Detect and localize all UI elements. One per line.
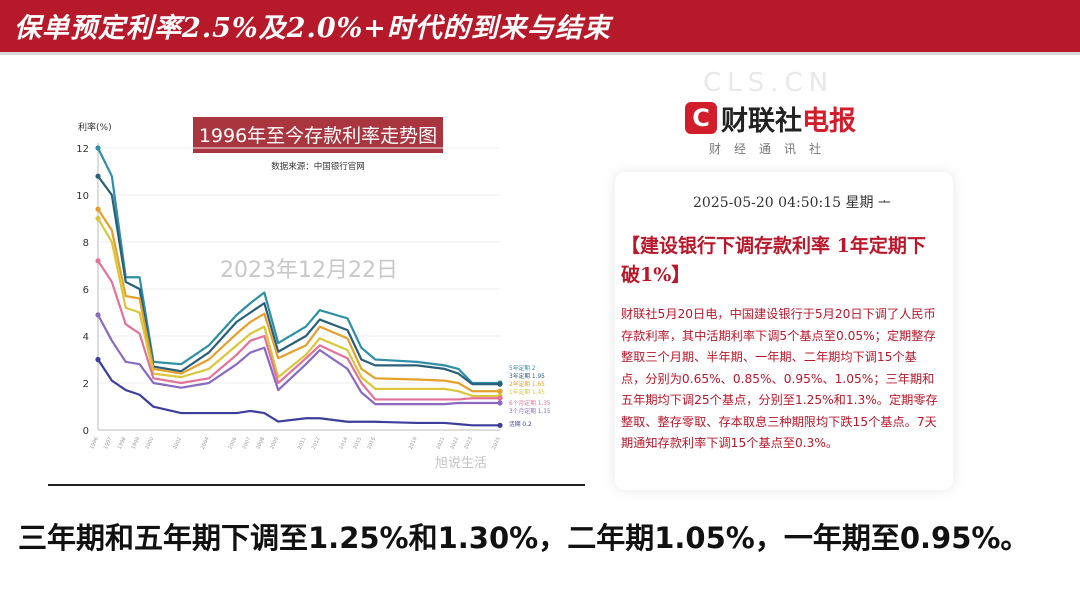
x-tick-label: 2002 [172, 436, 183, 450]
x-tick-label: 2009 [269, 436, 280, 450]
x-tick-label: 2006 [228, 436, 239, 450]
brand-mark-icon: C [685, 102, 717, 134]
series-end-label: 5年定期 2 [509, 364, 536, 372]
brand-logo: C 财联社电报 [685, 99, 856, 138]
x-tick-label: 2004 [200, 436, 211, 450]
x-tick-label: 2000 [144, 436, 155, 450]
y-tick-label: 2 [83, 379, 89, 390]
title-banner: 保单预定利率2.5%及2.0%+时代的到来与结束 [0, 0, 1080, 55]
x-tick-label: 2016 [366, 436, 377, 450]
series-end-point [497, 422, 503, 428]
x-tick-label: 2014 [339, 436, 350, 450]
series-end-label: 6个月定期 1.35 [509, 399, 551, 407]
brand-subtitle: 财经通讯社 [709, 142, 835, 156]
series-end-point [497, 381, 503, 387]
series-start-point [95, 206, 101, 212]
x-tick-label: 1996 [89, 436, 100, 450]
x-tick-label: 2015 [352, 436, 363, 450]
news-headline: 【建设银行下调存款利率 1年定期下破1%】 [621, 235, 926, 286]
series-end-point [497, 400, 503, 406]
x-tick-label: 2021 [436, 436, 447, 450]
series-end-label: 1年定期 1.45 [509, 388, 545, 396]
series-line [97, 147, 500, 385]
brand-name-black: 财联社 [721, 105, 802, 137]
series-end-label: 3个月定期 1.15 [509, 407, 551, 415]
chart-underline [48, 484, 585, 486]
series-start-point [95, 173, 101, 179]
caption-text: 三年期和五年期下调至1.25%和1.30%，二年期1.05%，一年期至0.95%… [18, 521, 1030, 555]
brand-name: 财联社电报 [721, 99, 856, 138]
chart-title: 1996年至今存款利率走势图 [199, 125, 437, 147]
y-tick-label: 0 [83, 426, 89, 437]
cls-watermark: CLS.CN [703, 68, 835, 98]
x-tick-label: 1997 [103, 436, 114, 450]
x-tick-label: 2025 [491, 436, 502, 450]
news-card: 2025-05-20 04:50:15 星期 ᅩ 【建设银行下调存款利率 1年定… [615, 172, 953, 490]
series-start-point [95, 258, 101, 264]
series-start-point [95, 215, 101, 222]
series-line [97, 217, 500, 398]
series-start-point [95, 312, 101, 318]
x-tick-label: 2007 [241, 436, 252, 450]
series-line [97, 314, 500, 406]
x-tick-label: 2008 [255, 436, 266, 450]
date-watermark: 2023年12月22日 [220, 258, 398, 283]
series-end-label: 2年定期 1.65 [509, 380, 545, 388]
x-tick-label: 1998 [117, 436, 128, 450]
x-tick-label: 2023 [463, 436, 474, 450]
y-tick-label: 12 [76, 144, 89, 155]
y-tick-label: 4 [83, 332, 89, 343]
chart-title-box [193, 117, 443, 153]
series-line [97, 358, 500, 427]
series-line [97, 260, 500, 401]
y-axis-label: 利率(%) [78, 121, 112, 133]
series-end-point [497, 388, 503, 394]
news-body: 财联社5月20日电，中国建设银行于5月20日下调了人民币存款利率，其中活期利率下… [621, 307, 938, 450]
x-tick-label: 2012 [311, 436, 322, 450]
x-tick-label: 2011 [297, 436, 308, 450]
x-tick-label: 2022 [449, 436, 460, 450]
y-tick-label: 8 [83, 238, 89, 249]
slide-title: 保单预定利率2.5%及2.0%+时代的到来与结束 [14, 13, 611, 44]
y-tick-label: 6 [83, 285, 89, 296]
news-screenshot: CLS.CN C 财联社电报 财经通讯社 2025-05-20 04:50:15… [605, 60, 955, 490]
y-tick-label: 10 [76, 191, 89, 202]
x-tick-label: 2019 [408, 436, 419, 450]
series-line [97, 175, 500, 386]
series-end-point [497, 395, 503, 401]
series-start-point [95, 356, 101, 363]
deposit-rate-chart: 1996年至今存款利率走势图数据来源：中国银行官网 利率(%) 2023年12月22… [75, 105, 577, 485]
source-watermark: 旭说生活 [435, 456, 487, 471]
chart-subtitle: 数据来源：中国银行官网 [271, 161, 365, 172]
news-date: 2025-05-20 04:50:15 星期 ᅩ [693, 195, 891, 211]
series-line [97, 208, 500, 393]
series-start-point [95, 145, 101, 151]
series-end-label: 3年定期 1.95 [509, 372, 545, 380]
series-end-label: 活期 0.2 [509, 420, 532, 428]
brand-name-red: 电报 [802, 105, 856, 137]
x-tick-label: 1999 [131, 436, 142, 450]
